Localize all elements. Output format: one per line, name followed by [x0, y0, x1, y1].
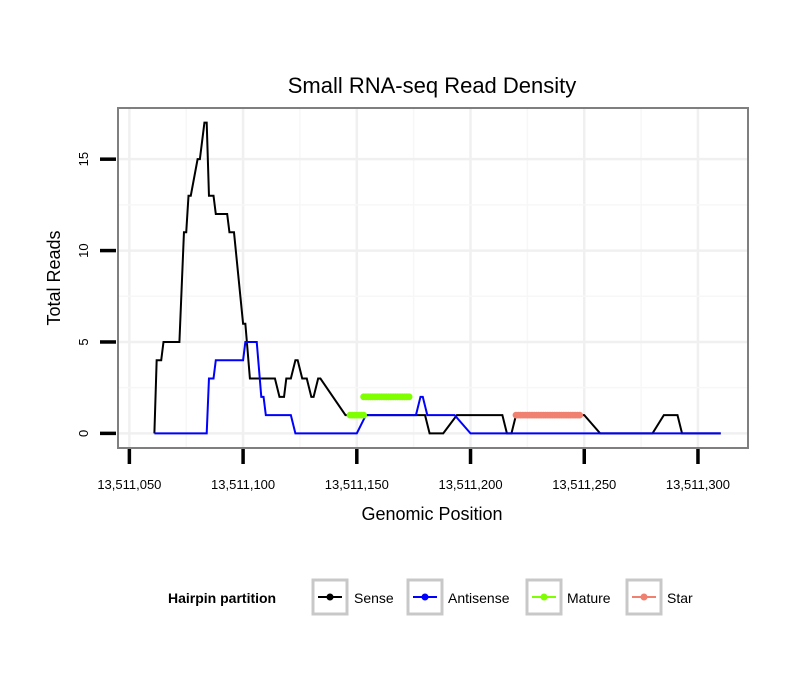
chart-title: Small RNA-seq Read Density	[288, 73, 577, 98]
x-tick-label: 13,511,300	[666, 477, 730, 492]
legend-label: Star	[667, 590, 693, 606]
series-layer	[153, 121, 721, 435]
x-tick-label: 13,511,250	[552, 477, 616, 492]
legend-label: Sense	[354, 590, 394, 606]
legend-title: Hairpin partition	[168, 590, 276, 606]
legend-label: Mature	[567, 590, 611, 606]
y-tick-label: 0	[76, 430, 91, 437]
series-point-mature	[405, 393, 413, 401]
legend-key-point	[421, 593, 429, 601]
legend-item-antisense: Antisense	[406, 578, 510, 616]
legend-key-point	[640, 593, 648, 601]
series-point-mature	[360, 411, 368, 419]
legend-item-mature: Mature	[525, 578, 611, 616]
legend-key-point	[326, 593, 334, 601]
legend-key-point	[540, 593, 548, 601]
legend-item-sense: Sense	[311, 578, 394, 616]
x-tick-label: 13,511,100	[211, 477, 275, 492]
series-point-star	[576, 411, 584, 419]
legend-items: Sense Antisense Mature Star	[311, 578, 693, 616]
y-axis-label: Total Reads	[44, 230, 64, 325]
y-tick-label: 15	[76, 152, 91, 166]
y-tick-label: 5	[76, 338, 91, 345]
legend: Hairpin partition Sense Antisense Mature St…	[168, 578, 693, 616]
x-axis-label: Genomic Position	[361, 504, 502, 524]
legend-item-star: Star	[625, 578, 693, 616]
legend-label: Antisense	[448, 590, 510, 606]
plot-panel	[117, 107, 749, 449]
x-tick-label: 13,511,050	[97, 477, 161, 492]
y-tick-label: 10	[76, 243, 91, 257]
grid-lines	[119, 109, 747, 447]
series-line-antisense	[154, 340, 721, 435]
x-tick-label: 13,511,200	[438, 477, 502, 492]
axes: 13,511,050 13,511,100 13,511,150 13,511,200…	[76, 152, 730, 492]
x-tick-label: 13,511,150	[325, 477, 389, 492]
